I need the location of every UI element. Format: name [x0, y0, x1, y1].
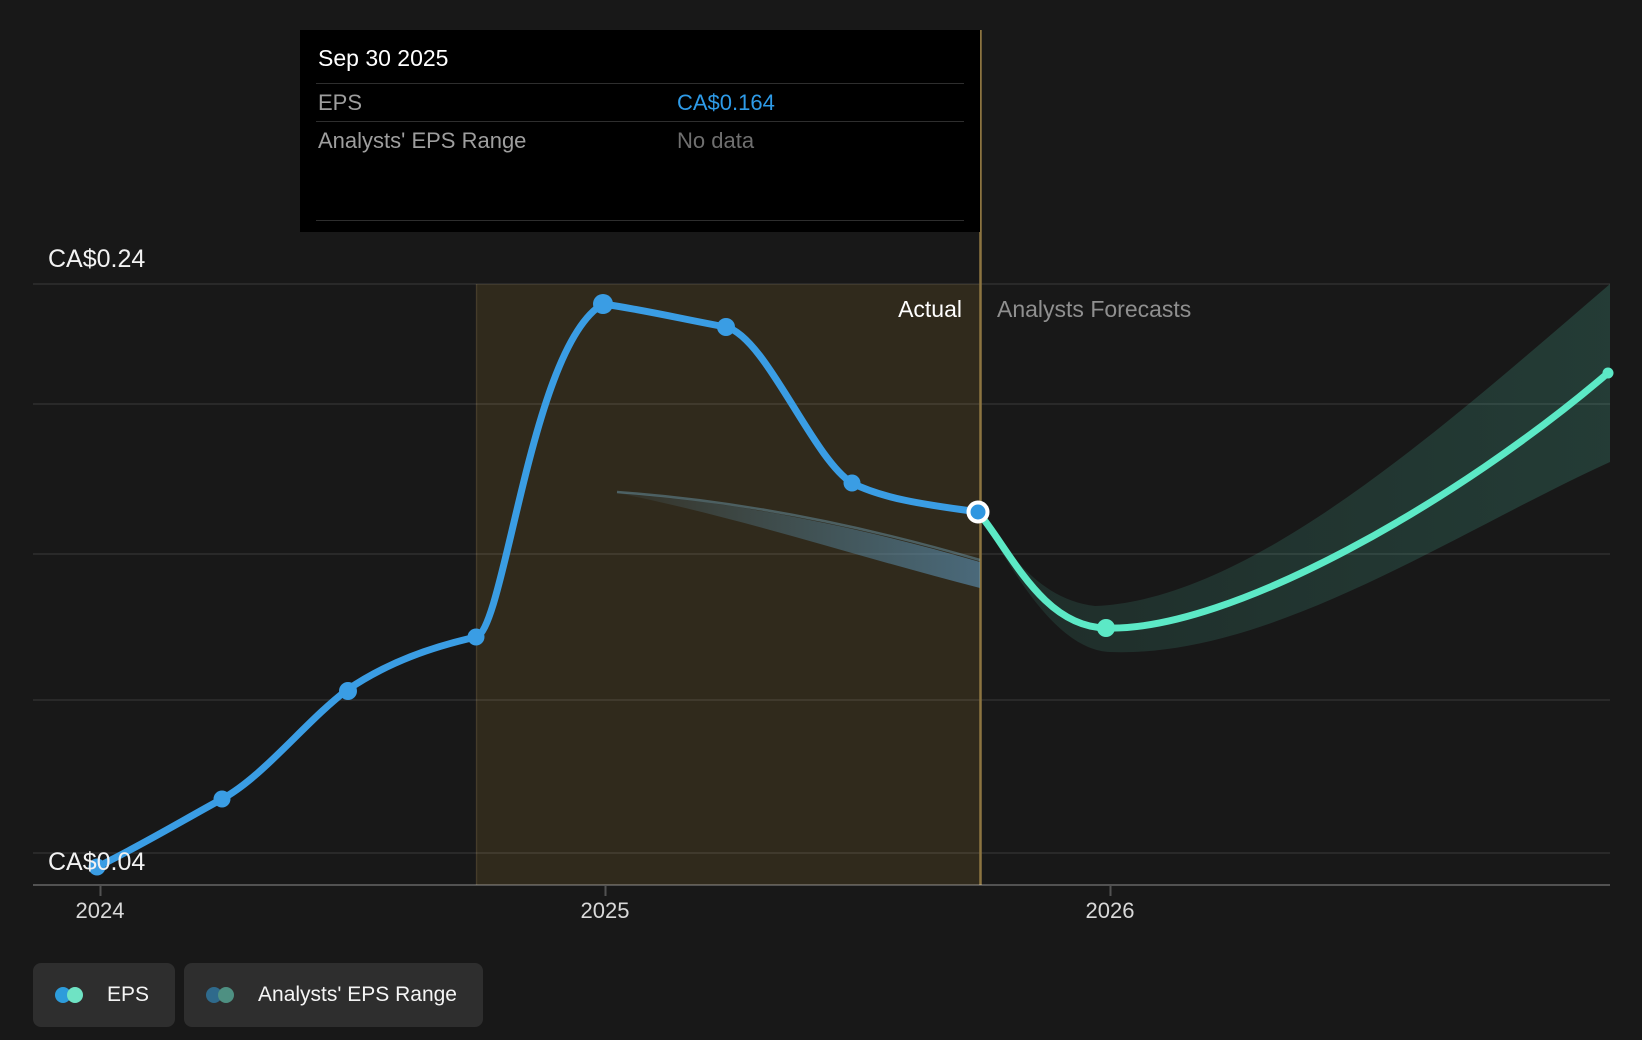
- tooltip-range-value: No data: [677, 127, 755, 153]
- tooltip-divider: [316, 121, 964, 122]
- data-point[interactable]: [213, 790, 231, 808]
- legend-eps-range-label: Analysts' EPS Range: [258, 983, 457, 1006]
- x-axis-label-2026: 2026: [1085, 898, 1135, 923]
- tooltip-row-range: Analysts' EPS Range No data: [316, 122, 964, 159]
- eps-legend-dots-icon: [55, 987, 83, 1003]
- highlighted-data-point[interactable]: [966, 500, 990, 524]
- forecast-eps-line: [974, 369, 1612, 632]
- data-point[interactable]: [717, 318, 735, 336]
- tooltip-divider: [316, 83, 964, 84]
- data-point[interactable]: [843, 474, 861, 492]
- forecast-zone-label: Analysts Forecasts: [997, 296, 1192, 322]
- data-point[interactable]: [593, 294, 613, 314]
- grid-lines: [33, 283, 1610, 854]
- actual-data-points: [88, 294, 861, 876]
- data-point[interactable]: [88, 858, 106, 876]
- actual-region-highlight: [476, 284, 981, 885]
- legend-eps-button[interactable]: EPS: [33, 963, 176, 1027]
- chart-legend: EPS Analysts' EPS Range: [33, 963, 483, 1027]
- tooltip-eps-value: CA$0.164: [677, 89, 775, 115]
- forecast-data-point[interactable]: [1097, 619, 1115, 637]
- forecast-eps-range-band: [978, 284, 1610, 653]
- legend-eps-label: EPS: [107, 983, 150, 1006]
- tooltip-eps-label: EPS: [318, 89, 363, 115]
- historical-eps-range-band: [617, 492, 980, 588]
- tooltip-range-label: Analysts' EPS Range: [318, 127, 527, 153]
- tooltip-row-eps: EPS CA$0.164: [316, 84, 964, 121]
- data-point[interactable]: [467, 628, 485, 646]
- x-axis-label-2024: 2024: [75, 898, 125, 923]
- y-axis-label-bottom: CA$0.04: [48, 848, 146, 876]
- actual-zone-label: Actual: [898, 296, 962, 322]
- x-axis-label-2025: 2025: [580, 898, 630, 923]
- tooltip-bottom-divider: [316, 220, 964, 221]
- eps-forecast-dot-icon: [67, 987, 83, 1003]
- tooltip-date-title: Sep 30 2025: [318, 45, 449, 71]
- range-teal-dot-icon: [218, 987, 235, 1003]
- range-legend-dots-icon: [206, 987, 235, 1003]
- forecast-end-point[interactable]: [1602, 367, 1614, 379]
- y-axis-label-top: CA$0.24: [48, 245, 146, 273]
- chart-tooltip: Sep 30 2025 EPS CA$0.164 Analysts' EPS R…: [300, 30, 980, 232]
- x-axis: [33, 884, 1610, 896]
- historical-eps-range-top-edge: [616, 490, 981, 562]
- data-point[interactable]: [339, 682, 357, 700]
- legend-eps-range-button[interactable]: Analysts' EPS Range: [184, 963, 483, 1027]
- actual-eps-line: [93, 300, 982, 871]
